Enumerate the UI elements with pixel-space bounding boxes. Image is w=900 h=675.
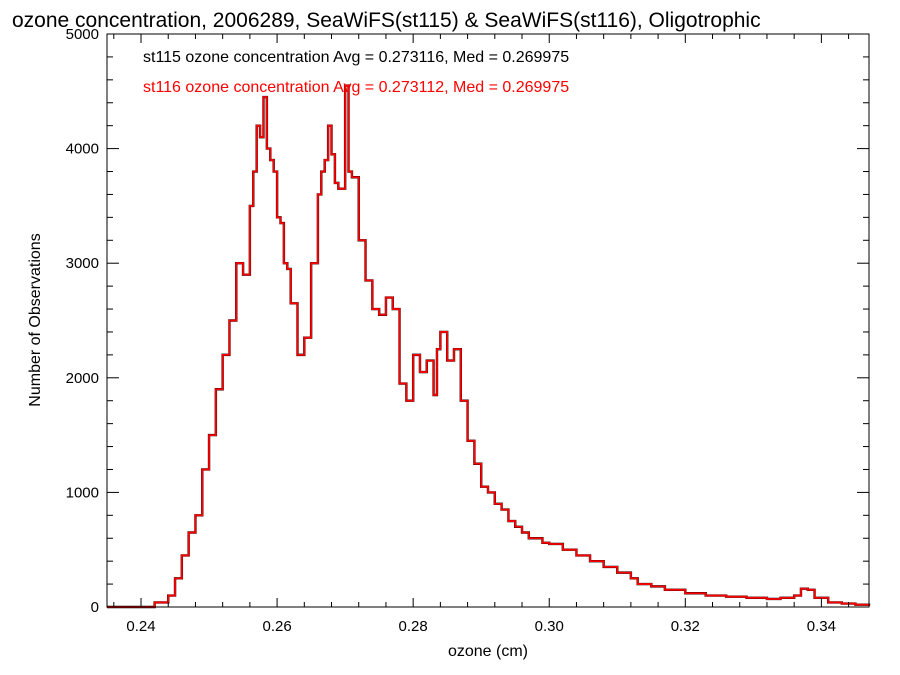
y-tick-label: 5000 <box>66 26 99 43</box>
y-tick-label: 2000 <box>66 370 99 387</box>
plot-area: 0.24 0.26 0.28 0.30 0.32 0.34 0 1000 2000 3000 40… <box>66 26 871 635</box>
x-axis-ticks: 0.24 0.26 0.28 0.30 0.32 0.34 <box>113 34 850 635</box>
plot-frame <box>106 33 870 608</box>
x-tick-label: 0.28 <box>399 618 428 635</box>
y-axis-label: Number of Observations <box>27 233 44 406</box>
y-axis-ticks: 0 1000 2000 3000 4000 5000 <box>66 26 869 616</box>
x-tick-label: 0.32 <box>671 618 700 635</box>
y-tick-label: 3000 <box>66 255 99 272</box>
y-tick-label: 1000 <box>66 484 99 501</box>
series-layer <box>107 84 871 609</box>
y-tick-label: 0 <box>91 599 99 616</box>
x-tick-label: 0.26 <box>262 618 291 635</box>
x-tick-label: 0.24 <box>126 618 155 635</box>
annotation-st116: st116 ozone concentration Avg = 0.273112… <box>143 79 569 96</box>
annotation-st115: st115 ozone concentration Avg = 0.273116… <box>143 49 569 66</box>
series-line-st116 <box>107 84 870 608</box>
y-tick-label: 4000 <box>66 141 99 158</box>
series-line-st115 <box>107 84 871 609</box>
x-tick-label: 0.30 <box>535 618 564 635</box>
x-axis-label: ozone (cm) <box>448 643 528 660</box>
x-tick-label: 0.34 <box>807 618 836 635</box>
chart-title: ozone concentration, 2006289, SeaWiFS(st… <box>12 9 761 32</box>
